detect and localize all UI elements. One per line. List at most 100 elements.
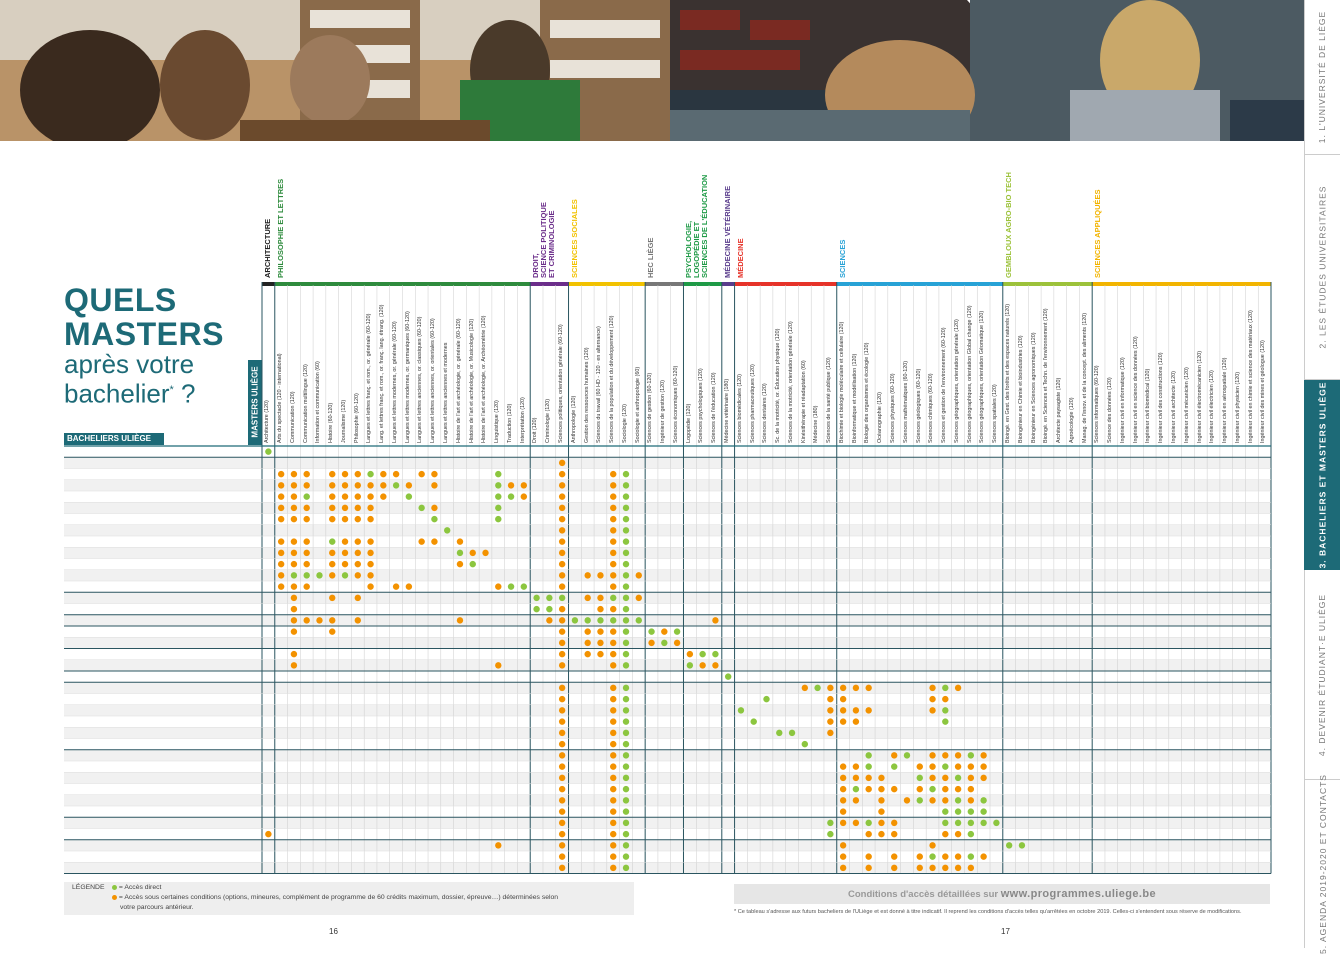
direct-access-dot (763, 695, 770, 703)
side-tab-studies[interactable]: 2. LES ÉTUDES UNIVERSITAIRES (1304, 155, 1340, 380)
conditional-access-dot (367, 493, 374, 500)
conditional-access-dot (558, 763, 566, 770)
side-tab-label: 4. DEVENIR ÉTUDIANT·E ULIÈGE (1317, 593, 1328, 756)
direct-access-dot (622, 718, 630, 725)
conditional-access-dot (558, 718, 566, 725)
direct-access-dot (622, 819, 630, 827)
conditional-access-dot (942, 830, 949, 838)
row-background (64, 614, 1271, 626)
conditional-access-dot (610, 684, 617, 692)
conditional-access-dot (418, 538, 425, 545)
conditional-access-dot (827, 729, 834, 737)
conditional-access-dot (954, 853, 962, 860)
legend-conditions: = Accès sous certaines conditions (optio… (112, 893, 632, 913)
faculty-bar (721, 282, 735, 286)
conditional-access-dot (839, 695, 847, 703)
conditional-access-dot (482, 549, 489, 557)
page-title: QUELS MASTERS après votre bachelier* ? (64, 283, 224, 407)
conditional-access-dot (878, 819, 885, 827)
row-background (64, 547, 1271, 559)
row-background (64, 693, 1271, 705)
direct-access-dot (622, 752, 630, 759)
conditional-access-dot (878, 797, 885, 804)
faculty-bar (645, 282, 684, 286)
direct-access-dot (622, 549, 630, 557)
conditional-access-dot (329, 470, 336, 478)
side-tab-bachelors-masters[interactable]: 3. BACHELIERS ET MASTERS ULIÈGE (1304, 380, 1340, 570)
conditional-access-dot (954, 684, 962, 692)
conditional-access-dot (303, 549, 310, 557)
photo-students-library-left (0, 0, 670, 141)
conditional-access-dot (341, 560, 349, 568)
conditional-access-dot (967, 797, 975, 804)
conditional-access-dot (929, 763, 936, 770)
conditional-access-dot (329, 549, 336, 557)
direct-access-dot (801, 740, 809, 748)
direct-access-dot (954, 797, 962, 804)
conditional-access-dot (839, 774, 847, 782)
conditional-access-dot (610, 808, 617, 815)
direct-access-dot (942, 707, 949, 714)
conditional-access-dot (610, 605, 617, 613)
conditional-access-dot (827, 695, 834, 703)
conditional-access-dot (290, 549, 298, 557)
row-background (64, 761, 1271, 773)
direct-access-dot (622, 684, 630, 692)
conditional-access-dot (852, 684, 860, 692)
conditional-access-dot (290, 504, 298, 512)
side-tab-become-student[interactable]: 4. DEVENIR ÉTUDIANT·E ULIÈGE (1304, 570, 1340, 780)
conditional-access-dot (610, 797, 617, 804)
conditional-access-dot (456, 560, 464, 568)
conditional-access-dot (303, 560, 310, 568)
side-tab-label: 1. L'UNIVERSITÉ DE LIÈGE (1317, 10, 1328, 144)
conditional-access-dot (520, 482, 528, 489)
conditional-access-dot (392, 470, 400, 478)
row-background (64, 794, 1271, 806)
row-background (64, 648, 1271, 660)
conditional-access-dot (558, 639, 566, 647)
conditional-access-dot (392, 583, 400, 590)
programmes-link[interactable]: www.programmes.uliege.be (1000, 888, 1157, 900)
conditional-access-dot (610, 785, 617, 793)
direct-access-dot (622, 572, 630, 579)
side-tab-agenda-contacts[interactable]: 5. AGENDA 2019-2020 ET CONTACTS (1304, 774, 1340, 954)
faculty-bar (274, 282, 531, 286)
faculty-bar (1092, 282, 1271, 286)
direct-access-dot (929, 785, 936, 793)
conditional-access-dot (290, 560, 298, 568)
conditional-access-dot (865, 684, 872, 692)
conditional-access-dot (610, 830, 617, 838)
conditional-access-dot (380, 493, 387, 500)
conditional-access-dot (354, 470, 361, 478)
side-tab-label: 5. AGENDA 2019-2020 ET CONTACTS (1317, 774, 1328, 954)
direct-access-dot (967, 830, 975, 838)
conditional-access-dot (686, 650, 694, 658)
bacheliers-heading: BACHELIERS ULIÈGE (64, 433, 164, 445)
row-background (64, 738, 1271, 750)
direct-access-dot (967, 819, 975, 827)
conditional-access-dot (865, 864, 872, 872)
conditional-access-dot (916, 785, 923, 793)
faculty-bar (568, 282, 646, 286)
conditional-access-dot (661, 628, 668, 635)
direct-access-dot (520, 583, 528, 590)
row-background (64, 569, 1271, 581)
conditional-access-dot (431, 470, 438, 478)
direct-access-dot (622, 763, 630, 770)
conditional-access-dot (341, 549, 349, 557)
conditional-access-dot (558, 549, 566, 557)
direct-access-dot (737, 707, 745, 714)
direct-access-dot (967, 853, 975, 860)
row-background (64, 817, 1271, 829)
direct-access-dot (622, 628, 630, 635)
side-tab-label: 3. BACHELIERS ET MASTERS ULIÈGE (1317, 381, 1328, 568)
row-background (64, 491, 1271, 503)
conditional-access-dot (929, 774, 936, 782)
conditional-access-dot (431, 482, 438, 489)
conditional-access-dot (558, 583, 566, 590)
conditional-access-dot (839, 842, 847, 849)
conditional-access-dot (558, 684, 566, 692)
side-tab-university[interactable]: 1. L'UNIVERSITÉ DE LIÈGE (1304, 0, 1340, 155)
conditional-access-dot (290, 594, 298, 602)
title-asterisk: * (169, 384, 174, 396)
